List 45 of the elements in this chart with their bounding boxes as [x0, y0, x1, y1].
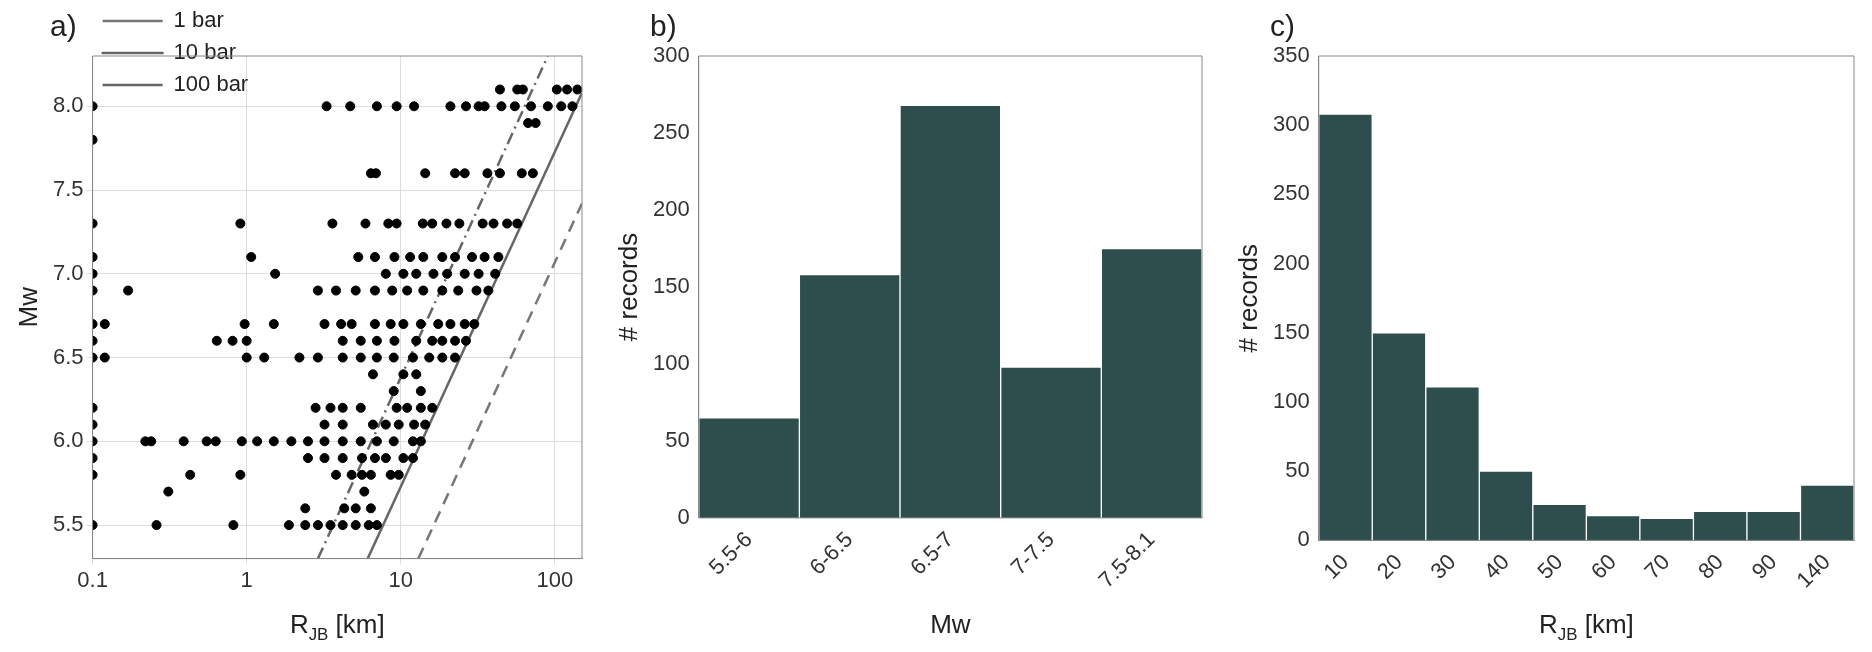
legend-label: 100 bar: [173, 71, 249, 97]
y-tick-label: 0: [1297, 526, 1310, 552]
y-tick-label: 100: [652, 350, 690, 375]
x-tick-label: 10: [388, 566, 414, 592]
y-tick-label: 300: [1272, 111, 1310, 137]
legend-label: 1 bar: [173, 7, 224, 33]
legend-label: 10 bar: [173, 39, 236, 65]
y-tick-label: 7.5: [52, 176, 84, 202]
y-tick-label: 0: [677, 503, 690, 529]
x-axis-title: Mw: [930, 609, 971, 640]
y-tick-label: 5.5: [52, 511, 84, 537]
y-tick-label: 150: [652, 273, 690, 299]
y-tick-label: 200: [652, 196, 690, 222]
x-tick-label: 100: [536, 566, 574, 592]
x-tick-label: 70: [1639, 548, 1675, 584]
chart-title: a): [50, 9, 77, 43]
x-tick-label: 1: [240, 566, 253, 592]
y-tick-label: 7.0: [52, 259, 84, 285]
y-tick-label: 6.5: [52, 343, 84, 369]
x-tick-label: 0.1: [77, 566, 108, 592]
y-tick-label: 8.0: [52, 92, 84, 118]
y-tick-label: 100: [1272, 388, 1310, 414]
x-tick-label: 50: [1532, 548, 1568, 584]
y-tick-label: 250: [1272, 180, 1310, 206]
y-axis-title: # records: [1233, 243, 1264, 353]
x-tick-label: 20: [1371, 548, 1407, 584]
y-tick-label: 200: [1272, 249, 1310, 275]
x-tick-label: 40: [1478, 548, 1514, 584]
x-tick-label: 60: [1585, 548, 1621, 584]
y-tick-label: 50: [665, 426, 690, 452]
chart-title: c): [1270, 9, 1295, 43]
x-tick-label: 30: [1425, 548, 1461, 584]
y-axis-title: Mw: [13, 286, 44, 328]
x-tick-label: 10: [1318, 548, 1354, 584]
y-tick-label: 6.0: [52, 427, 84, 453]
x-tick-label: 80: [1693, 548, 1728, 584]
y-tick-label: 50: [1285, 457, 1310, 483]
chart-title: b): [650, 9, 677, 43]
x-tick-label: 90: [1746, 548, 1782, 584]
x-tick-label: 140: [1791, 548, 1836, 593]
y-tick-label: 350: [1272, 42, 1310, 68]
y-tick-label: 150: [1272, 318, 1310, 344]
y-tick-label: 300: [652, 42, 690, 68]
y-tick-label: 250: [652, 119, 690, 145]
y-axis-title: # records: [613, 232, 644, 342]
